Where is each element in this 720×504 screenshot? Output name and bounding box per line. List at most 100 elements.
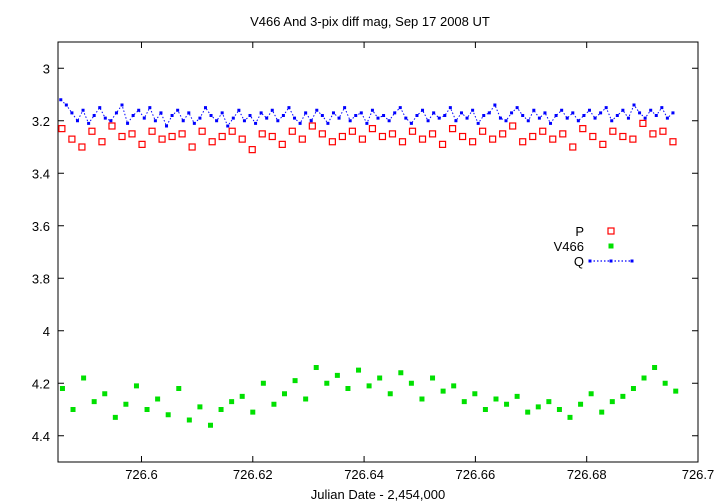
data-point xyxy=(328,138,336,146)
data-point xyxy=(419,396,425,402)
data-point xyxy=(348,127,356,135)
data-point xyxy=(358,135,367,143)
data-point xyxy=(78,143,86,151)
data-point xyxy=(120,103,124,107)
data-point xyxy=(479,127,487,135)
data-point xyxy=(229,399,235,405)
data-point xyxy=(459,111,463,115)
data-point xyxy=(378,132,387,141)
data-point xyxy=(387,391,393,397)
data-point xyxy=(368,125,377,133)
data-point xyxy=(354,114,358,117)
data-point xyxy=(532,108,536,112)
data-point xyxy=(615,114,619,117)
data-point xyxy=(70,407,76,412)
data-point xyxy=(338,132,346,141)
data-point xyxy=(510,111,514,115)
data-point xyxy=(192,121,196,125)
data-point xyxy=(304,111,308,115)
data-point xyxy=(118,132,126,141)
plot-area xyxy=(58,98,679,428)
data-point xyxy=(426,119,430,123)
data-point xyxy=(242,119,246,123)
data-point xyxy=(231,116,235,120)
data-point xyxy=(549,135,557,143)
data-point xyxy=(81,108,85,112)
data-point xyxy=(137,108,141,112)
data-point xyxy=(59,98,63,102)
data-point xyxy=(159,111,163,115)
data-point xyxy=(519,138,527,146)
data-point xyxy=(198,127,206,135)
y-tick-label: 3.4 xyxy=(32,166,50,181)
data-point xyxy=(348,119,352,123)
data-point xyxy=(521,114,525,117)
data-point xyxy=(554,114,558,117)
data-point xyxy=(659,127,667,135)
data-point xyxy=(248,146,256,154)
data-point xyxy=(387,119,391,123)
data-point xyxy=(641,375,647,381)
data-point xyxy=(482,407,488,412)
data-point xyxy=(87,121,91,125)
data-point xyxy=(632,103,636,107)
data-point xyxy=(504,119,508,123)
x-tick-label: 726.64 xyxy=(344,467,384,482)
data-point xyxy=(621,108,625,112)
data-point xyxy=(471,108,475,112)
y-tick-label: 4.2 xyxy=(32,376,50,391)
data-point xyxy=(188,143,196,151)
data-point xyxy=(537,116,541,120)
data-point xyxy=(293,116,297,120)
data-point xyxy=(673,388,679,394)
data-point xyxy=(619,132,627,141)
y-tick-label: 3 xyxy=(43,61,50,76)
data-point xyxy=(382,114,386,117)
x-tick-label: 726.68 xyxy=(567,467,607,482)
data-point xyxy=(114,111,118,115)
data-point xyxy=(131,114,135,117)
plot-frame xyxy=(57,41,699,463)
data-point xyxy=(438,140,447,148)
data-point xyxy=(186,417,192,423)
data-point xyxy=(148,127,156,135)
data-point xyxy=(432,111,436,115)
data-point xyxy=(270,108,274,112)
data-point xyxy=(250,409,256,415)
data-point xyxy=(448,125,457,133)
data-point xyxy=(589,132,597,141)
data-point xyxy=(313,365,319,370)
data-point xyxy=(70,111,74,115)
data-point xyxy=(448,106,452,110)
data-point xyxy=(198,116,202,120)
data-point xyxy=(259,111,263,115)
data-point xyxy=(326,121,330,125)
data-point xyxy=(133,383,139,389)
data-point xyxy=(148,106,152,110)
data-point xyxy=(187,111,191,115)
data-point xyxy=(582,114,586,117)
data-point xyxy=(308,122,316,130)
data-point xyxy=(365,121,369,125)
data-point xyxy=(376,116,380,120)
data-point xyxy=(81,375,87,381)
data-point xyxy=(337,116,341,120)
series-v466 xyxy=(59,365,679,428)
data-point xyxy=(499,130,507,138)
data-point xyxy=(489,135,497,143)
data-point xyxy=(126,121,130,125)
data-point xyxy=(109,119,113,123)
data-point xyxy=(138,140,146,148)
data-point xyxy=(398,106,402,110)
data-point xyxy=(278,140,286,148)
data-point xyxy=(565,116,569,120)
data-point xyxy=(476,121,480,125)
data-point xyxy=(68,135,76,143)
data-point xyxy=(588,391,594,397)
data-point xyxy=(220,111,224,115)
data-point xyxy=(165,412,171,418)
data-point xyxy=(609,399,615,405)
data-point xyxy=(197,404,203,410)
data-point xyxy=(493,103,497,107)
data-point xyxy=(437,116,441,120)
